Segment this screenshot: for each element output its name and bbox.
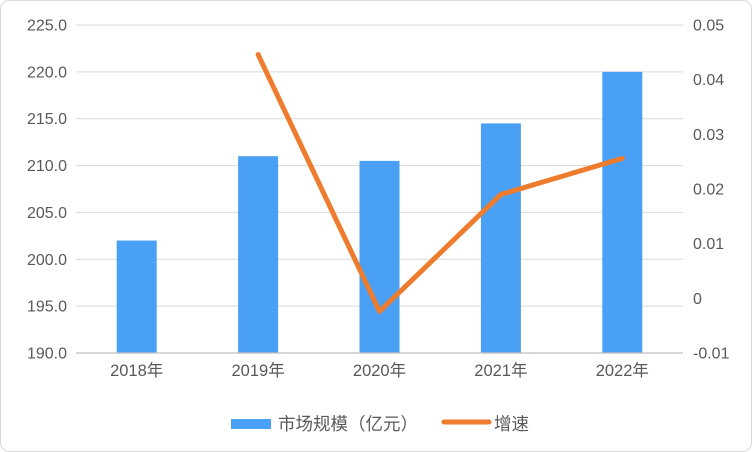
x-axis-label: 2020年 xyxy=(353,361,406,380)
left-axis-tick-label: 215.0 xyxy=(27,111,67,128)
x-axis-label: 2019年 xyxy=(231,361,284,380)
bar-2019年 xyxy=(238,156,279,353)
right-axis-tick-label: 0.03 xyxy=(693,127,724,144)
x-axis-label: 2022年 xyxy=(596,361,649,380)
right-axis-tick-label: 0.05 xyxy=(693,18,724,35)
bar-2018年 xyxy=(116,240,157,353)
left-axis-tick-label: 190.0 xyxy=(27,346,67,363)
legend-swatch-bar xyxy=(231,419,271,429)
left-axis-tick-label: 205.0 xyxy=(27,205,67,222)
left-axis-tick-label: 225.0 xyxy=(27,18,67,35)
growth-line xyxy=(255,52,625,314)
left-axis-tick-label: 210.0 xyxy=(27,158,67,175)
left-axis-tick-label: 220.0 xyxy=(27,64,67,81)
bar-2022年 xyxy=(602,71,643,353)
x-axis-label: 2021年 xyxy=(474,361,527,380)
bar-2021年 xyxy=(480,123,521,354)
bar-2020年 xyxy=(359,160,400,353)
left-axis-tick-label: 195.0 xyxy=(27,299,67,316)
x-axis-label: 2018年 xyxy=(110,361,163,380)
right-axis-tick-label: 0.02 xyxy=(693,182,724,199)
legend-label-market-size: 市场规模（亿元） xyxy=(278,414,418,434)
legend-label-growth: 增速 xyxy=(494,414,529,434)
right-axis-tick-label: 0.04 xyxy=(693,72,724,89)
right-axis-tick-label: 0 xyxy=(693,291,702,308)
left-axis-tick-label: 200.0 xyxy=(27,252,67,269)
right-axis-tick-label: -0.01 xyxy=(693,346,730,363)
right-axis-tick-label: 0.01 xyxy=(693,236,724,253)
